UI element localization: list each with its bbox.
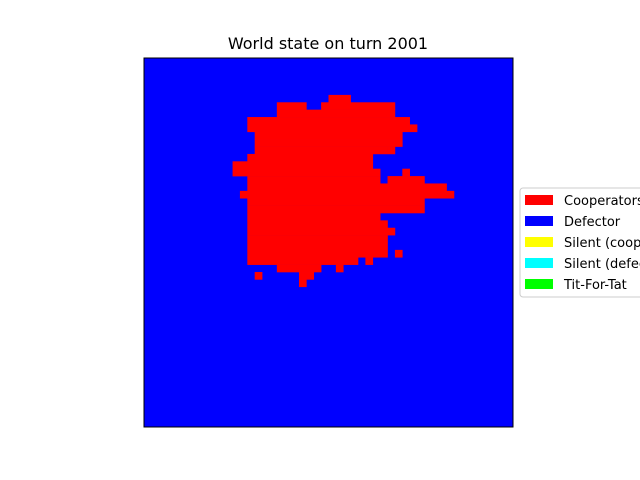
cooperator-cell	[247, 220, 388, 229]
cooperator-cell	[247, 117, 410, 125]
legend-box	[519, 187, 640, 298]
cooperator-cell	[254, 272, 263, 280]
cooperator-cell	[247, 257, 344, 265]
legend-swatch	[525, 195, 553, 205]
cooperator-cell	[247, 176, 381, 184]
cooperator-cell	[254, 131, 403, 140]
heatmap-plot-area	[143, 57, 514, 428]
cooperator-cell	[387, 176, 425, 184]
legend-label: Silent (defector)	[564, 257, 640, 272]
legend-swatch	[525, 216, 553, 226]
cooperator-cell	[276, 264, 322, 273]
cooperator-cell	[247, 183, 447, 192]
cooperator-cell	[247, 198, 425, 206]
legend-swatch	[525, 258, 553, 268]
cooperator-cell	[247, 212, 381, 221]
cooperator-cell	[402, 168, 410, 177]
cooperator-cell	[254, 146, 388, 155]
cooperator-cells	[232, 94, 455, 288]
legend: Cooperators Defector Silent (cooperator) Si…	[519, 187, 640, 298]
legend-label: Cooperators	[564, 194, 640, 209]
cooperator-cell	[247, 227, 396, 236]
cooperator-cell	[232, 168, 381, 177]
cooperator-cell	[276, 102, 307, 110]
cooperator-cell	[276, 109, 396, 118]
cooperator-cell	[365, 257, 374, 265]
cooperator-cell	[343, 257, 359, 265]
chart-title: World state on turn 2001	[228, 34, 428, 53]
cooperator-cell	[321, 102, 396, 110]
legend-swatch	[525, 237, 553, 247]
cooperator-cell	[394, 249, 403, 258]
cooperator-cell	[298, 272, 315, 280]
cooperator-cell	[328, 94, 351, 103]
cooperator-cell	[298, 279, 307, 288]
legend-swatch	[525, 279, 553, 289]
cooperator-cell	[254, 139, 403, 147]
cooperator-cell	[247, 124, 418, 133]
cooperator-cell	[232, 161, 374, 169]
cooperator-cell	[387, 146, 396, 155]
legend-label: Tit-For-Tat	[563, 278, 627, 293]
plot-frame	[143, 57, 514, 428]
cooperator-cell	[239, 190, 455, 199]
legend-label: Silent (cooperator)	[564, 236, 640, 251]
legend-label: Defector	[564, 215, 621, 230]
cooperator-cell	[247, 249, 388, 258]
cooperator-cell	[335, 264, 344, 273]
cooperator-cell	[247, 153, 374, 162]
cooperator-cell	[247, 235, 388, 243]
cooperator-cell	[247, 242, 388, 251]
cooperator-cell	[247, 205, 425, 214]
